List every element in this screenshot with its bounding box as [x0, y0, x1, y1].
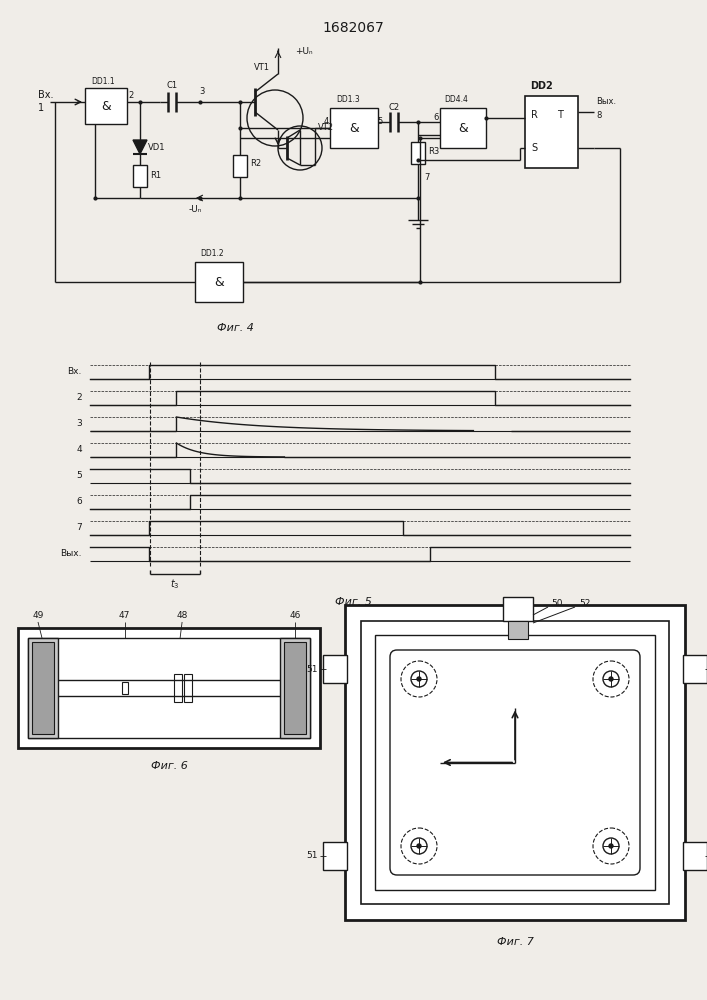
Polygon shape	[133, 140, 147, 154]
Text: DD1.2: DD1.2	[200, 249, 223, 258]
Text: Вых.: Вых.	[596, 98, 616, 106]
Text: Фиг. 5: Фиг. 5	[334, 597, 371, 607]
FancyBboxPatch shape	[390, 650, 640, 875]
Text: 1682067: 1682067	[322, 21, 384, 35]
Text: 2: 2	[129, 91, 134, 100]
Bar	[133, 165, 147, 187]
Text: 1: 1	[38, 103, 44, 113]
Text: C2: C2	[388, 104, 399, 112]
Text: 52: 52	[579, 598, 590, 607]
Text: 46: 46	[289, 611, 300, 620]
Bar	[525, 96, 578, 168]
Text: 7: 7	[76, 524, 82, 532]
Bar	[683, 842, 707, 870]
Bar	[32, 642, 54, 734]
Bar	[122, 682, 127, 694]
Bar	[174, 674, 182, 702]
Text: 48: 48	[177, 611, 188, 620]
Text: T: T	[557, 110, 563, 120]
Text: 49: 49	[33, 611, 44, 620]
Circle shape	[417, 677, 421, 681]
Text: R3: R3	[428, 147, 439, 156]
Text: &: &	[214, 275, 224, 288]
Text: 3: 3	[199, 88, 205, 97]
Text: C1: C1	[166, 82, 177, 91]
Bar	[361, 621, 669, 904]
Text: &: &	[458, 121, 468, 134]
Text: Вх.: Вх.	[68, 367, 82, 376]
Text: 5: 5	[76, 472, 82, 481]
Bar	[18, 628, 320, 748]
Text: R2: R2	[250, 158, 261, 167]
Text: Фиг. 7: Фиг. 7	[496, 937, 534, 947]
Text: 8: 8	[596, 110, 602, 119]
Text: 4: 4	[76, 446, 82, 454]
Text: VT1: VT1	[254, 64, 270, 73]
Text: 51: 51	[307, 852, 318, 860]
Bar	[440, 108, 486, 148]
Bar	[503, 597, 533, 621]
Text: 3: 3	[76, 420, 82, 428]
Text: VT2: VT2	[318, 123, 334, 132]
Circle shape	[417, 844, 421, 848]
Bar	[284, 642, 306, 734]
Bar	[280, 638, 310, 738]
Bar	[345, 605, 685, 920]
Text: DD2: DD2	[530, 81, 553, 91]
Text: DD1.3: DD1.3	[336, 96, 360, 104]
Bar	[330, 108, 378, 148]
Text: Фиг. 4: Фиг. 4	[216, 323, 253, 333]
Bar	[195, 262, 243, 302]
Circle shape	[609, 677, 613, 681]
Text: 7: 7	[424, 174, 429, 182]
Bar	[411, 142, 425, 164]
Bar	[85, 88, 127, 124]
Text: DD1.1: DD1.1	[91, 78, 115, 87]
Text: 5: 5	[378, 117, 382, 126]
Text: VD1: VD1	[148, 143, 165, 152]
Text: R1: R1	[150, 170, 161, 180]
Bar	[508, 621, 528, 639]
Text: 4: 4	[323, 117, 329, 126]
Bar	[28, 638, 310, 738]
Text: 51: 51	[307, 664, 318, 674]
Bar	[184, 674, 192, 702]
Text: &: &	[349, 121, 359, 134]
Bar	[233, 155, 247, 177]
Circle shape	[609, 844, 613, 848]
Text: DD4.4: DD4.4	[444, 96, 468, 104]
Text: -Uₙ: -Uₙ	[188, 206, 201, 215]
Text: Вх.: Вх.	[38, 90, 54, 100]
Text: 47: 47	[119, 611, 130, 620]
Text: &: &	[101, 100, 111, 112]
Bar	[28, 638, 58, 738]
Text: 2: 2	[76, 393, 82, 402]
Text: R: R	[531, 110, 538, 120]
Text: $t_3$: $t_3$	[170, 577, 180, 591]
Text: Вых.: Вых.	[61, 550, 82, 558]
Text: 50: 50	[551, 598, 563, 607]
Text: S: S	[531, 143, 537, 153]
Bar	[323, 842, 347, 870]
Text: +Uₙ: +Uₙ	[295, 47, 312, 56]
Text: 6: 6	[76, 497, 82, 506]
Text: Фиг. 6: Фиг. 6	[151, 761, 187, 771]
Text: 6: 6	[433, 113, 438, 122]
Bar	[683, 655, 707, 683]
Bar	[375, 635, 655, 890]
Bar	[323, 655, 347, 683]
